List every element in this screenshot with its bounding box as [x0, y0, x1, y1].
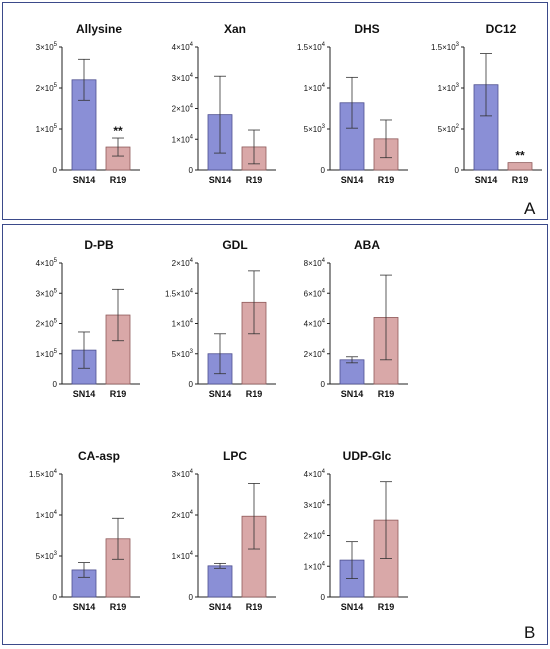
chart-title-dc12: DC12: [486, 22, 517, 36]
x-tick-label-udp-glc-r19: R19: [378, 602, 395, 612]
y-tick-label-gdl: 0: [189, 380, 194, 389]
y-tick-label-udp-glc: 0: [321, 593, 326, 602]
y-tick-label-aba: 8×104: [304, 258, 326, 268]
x-tick-label-ca-asp-sn14: SN14: [73, 602, 96, 612]
y-tick-label-allysine: 0: [53, 166, 58, 175]
y-tick-label-d-pb: 1×105: [36, 349, 58, 359]
chart-title-xan: Xan: [224, 22, 246, 36]
y-tick-label-dhs: 1×104: [304, 83, 326, 93]
y-tick-label-gdl: 2×104: [172, 258, 194, 268]
y-tick-label-dhs: 1.5×104: [297, 42, 326, 52]
y-tick-label-aba: 4×104: [304, 319, 326, 329]
x-tick-label-d-pb-r19: R19: [110, 389, 127, 399]
y-tick-label-dc12: 1.5×103: [431, 42, 460, 52]
y-tick-label-allysine: 3×105: [36, 42, 58, 52]
significance-allysine-r19: **: [113, 124, 123, 138]
y-tick-label-ca-asp: 0: [53, 593, 58, 602]
y-tick-label-xan: 3×104: [172, 73, 194, 83]
chart-title-aba: ABA: [354, 238, 380, 252]
y-tick-label-aba: 0: [321, 380, 326, 389]
y-tick-label-aba: 2×104: [304, 349, 326, 359]
y-tick-label-xan: 0: [189, 166, 194, 175]
y-tick-label-dhs: 5×103: [304, 124, 326, 134]
x-tick-label-dc12-r19: R19: [512, 175, 529, 185]
x-tick-label-dhs-sn14: SN14: [341, 175, 364, 185]
x-tick-label-xan-sn14: SN14: [209, 175, 232, 185]
y-tick-label-d-pb: 0: [53, 380, 58, 389]
bar-dc12-r19: [507, 162, 533, 171]
y-tick-label-udp-glc: 1×104: [304, 561, 326, 571]
x-tick-label-aba-sn14: SN14: [341, 389, 364, 399]
x-tick-label-allysine-r19: R19: [110, 175, 127, 185]
y-tick-label-gdl: 5×103: [172, 349, 194, 359]
y-tick-label-udp-glc: 4×104: [304, 469, 326, 479]
x-tick-label-udp-glc-sn14: SN14: [341, 602, 364, 612]
y-tick-label-udp-glc: 2×104: [304, 531, 326, 541]
bar-aba-sn14: [339, 359, 365, 385]
x-tick-label-dc12-sn14: SN14: [475, 175, 498, 185]
x-tick-label-xan-r19: R19: [246, 175, 263, 185]
x-tick-label-lpc-r19: R19: [246, 602, 263, 612]
y-tick-label-allysine: 1×105: [36, 124, 58, 134]
y-tick-label-gdl: 1.5×104: [165, 288, 194, 298]
y-tick-label-dhs: 0: [321, 166, 326, 175]
chart-title-gdl: GDL: [222, 238, 247, 252]
y-tick-label-aba: 6×104: [304, 288, 326, 298]
x-tick-label-ca-asp-r19: R19: [110, 602, 127, 612]
chart-title-allysine: Allysine: [76, 22, 122, 36]
y-tick-label-ca-asp: 1×104: [36, 510, 58, 520]
y-tick-label-dc12: 1×103: [438, 83, 460, 93]
x-tick-label-dhs-r19: R19: [378, 175, 395, 185]
x-tick-label-gdl-r19: R19: [246, 389, 263, 399]
y-tick-label-xan: 2×104: [172, 104, 194, 114]
y-tick-label-lpc: 3×104: [172, 469, 194, 479]
y-tick-label-lpc: 2×104: [172, 510, 194, 520]
x-tick-label-d-pb-sn14: SN14: [73, 389, 96, 399]
y-tick-label-ca-asp: 5×103: [36, 551, 58, 561]
chart-title-dhs: DHS: [354, 22, 379, 36]
y-tick-label-lpc: 1×104: [172, 551, 194, 561]
chart-title-ca-asp: CA-asp: [78, 449, 120, 463]
y-tick-label-xan: 1×104: [172, 134, 194, 144]
y-tick-label-ca-asp: 1.5×104: [29, 469, 58, 479]
x-tick-label-gdl-sn14: SN14: [209, 389, 232, 399]
y-tick-label-xan: 4×104: [172, 42, 194, 52]
y-tick-label-udp-glc: 3×104: [304, 500, 326, 510]
significance-dc12-r19: **: [515, 149, 525, 163]
x-tick-label-lpc-sn14: SN14: [209, 602, 232, 612]
x-tick-label-aba-r19: R19: [378, 389, 395, 399]
y-tick-label-gdl: 1×104: [172, 319, 194, 329]
y-tick-label-d-pb: 3×105: [36, 288, 58, 298]
chart-title-udp-glc: UDP-Glc: [343, 449, 392, 463]
y-tick-label-d-pb: 2×105: [36, 319, 58, 329]
y-tick-label-dc12: 5×102: [438, 124, 460, 134]
x-tick-label-allysine-sn14: SN14: [73, 175, 96, 185]
bar-lpc-sn14: [207, 565, 233, 598]
y-tick-label-d-pb: 4×105: [36, 258, 58, 268]
chart-title-d-pb: D-PB: [84, 238, 114, 252]
y-tick-label-allysine: 2×105: [36, 83, 58, 93]
y-tick-label-dc12: 0: [455, 166, 460, 175]
chart-title-lpc: LPC: [223, 449, 247, 463]
y-tick-label-lpc: 0: [189, 593, 194, 602]
panel-label-b: B: [524, 623, 536, 642]
panel-label-a: A: [524, 199, 536, 218]
